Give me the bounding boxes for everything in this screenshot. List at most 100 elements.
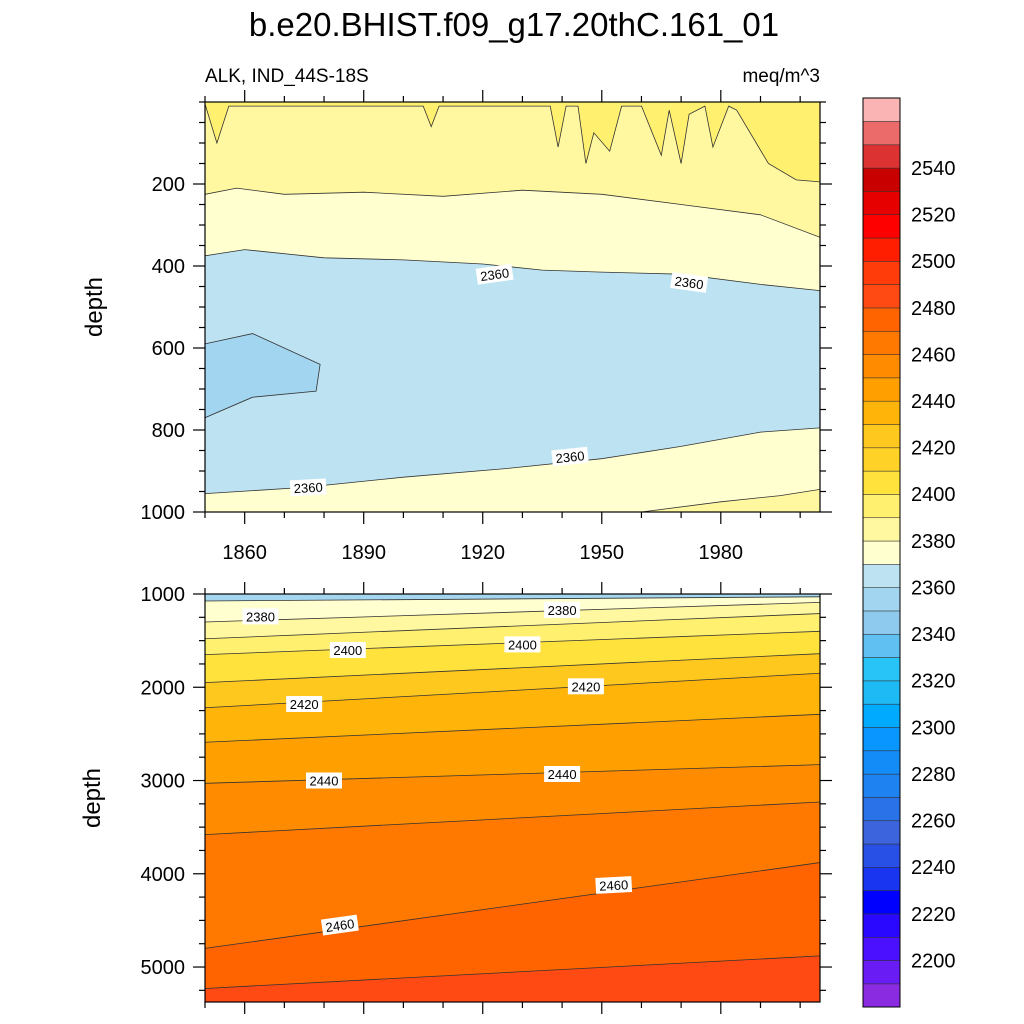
contour-label-box	[551, 446, 589, 467]
contour-label-5: 2420	[567, 678, 604, 695]
colorbar-box	[862, 493, 901, 519]
contour-label-text: 2380	[246, 609, 275, 624]
contour-label-box	[544, 601, 581, 618]
y-tick-label: 600	[152, 338, 185, 360]
colorbar-box	[862, 890, 901, 915]
contour-label-text: 2380	[548, 603, 577, 618]
colorbar-box	[862, 190, 901, 216]
colorbar-frame	[862, 97, 901, 1008]
contour-band-4	[205, 631, 820, 683]
colorbar-box	[862, 470, 901, 495]
colorbar-box	[862, 727, 901, 752]
isoline-2370-1	[205, 187, 820, 238]
colorbar-box	[862, 540, 901, 565]
isoline-2350-3	[205, 333, 321, 419]
contour-label-box	[242, 608, 279, 625]
isoline-0	[205, 596, 820, 602]
colorbar-box	[862, 796, 901, 822]
colorbar-tick-label: 2480	[911, 298, 956, 320]
isoline-1	[205, 601, 820, 623]
y-tick-label: 400	[152, 256, 185, 278]
contour-band-7	[205, 714, 820, 784]
colorbar-box	[862, 657, 901, 682]
x-tick-label: 1860	[222, 542, 267, 564]
contour-label-2: 2400	[329, 642, 366, 658]
contour-label-text: 2440	[310, 774, 339, 789]
x-tick-label: 1920	[460, 542, 505, 564]
contour-fill-2350-4	[205, 333, 321, 418]
variable-region-subtitle: ALK, IND_44S-18S	[205, 66, 369, 87]
colorbar-box	[862, 563, 901, 588]
contour-label-text: 2360	[479, 265, 510, 284]
contour-label-box	[475, 263, 514, 285]
colorbar-tick-label: 2500	[911, 251, 956, 273]
colorbar-tick-label: 2400	[911, 484, 956, 506]
colorbar-tick-label: 2420	[911, 438, 956, 460]
y-tick-label: 3000	[141, 771, 186, 793]
colorbar-tick-label: 2520	[911, 205, 956, 227]
contour-label-text: 2360	[555, 448, 585, 466]
y-tick-label: 1000	[141, 502, 186, 524]
colorbar-box	[862, 820, 901, 845]
colorbar-box	[862, 960, 901, 985]
colorbar-tick-label: 2300	[911, 717, 956, 739]
colorbar-tick-label: 2380	[911, 531, 956, 553]
contour-label-text: 2360	[293, 480, 323, 496]
contour-label-text: 2360	[674, 273, 705, 292]
contour-label-text: 2440	[548, 767, 577, 782]
upper-depth-time-panel: 2360 2360 2360 2360 200 400 600 800 1000 1860 189…	[81, 90, 832, 564]
contour-label-6: 2440	[306, 772, 342, 789]
colorbar-box	[862, 843, 901, 868]
y-tick-label: 2000	[141, 677, 186, 699]
x-tick-label: 1890	[341, 542, 386, 564]
contour-band-5	[205, 653, 820, 708]
colorbar-tick-label: 2240	[911, 857, 956, 879]
contour-label-0: 2380	[242, 608, 279, 625]
contour-band-9	[205, 801, 820, 949]
contour-label-7: 2440	[544, 766, 581, 782]
colorbar-box	[862, 866, 901, 891]
colorbar-box	[862, 354, 901, 379]
chart-title: b.e20.BHIST.f09_g17.20thC.161_01	[249, 6, 779, 43]
colorbar-box	[862, 773, 901, 798]
contour-label-9: 2460	[595, 876, 633, 894]
colorbar-box	[862, 144, 901, 169]
contour-band-10	[205, 862, 820, 989]
colorbar-box	[862, 424, 901, 449]
colorbar-box	[862, 377, 901, 402]
lower-panel-frame	[204, 593, 821, 1003]
isoline-2370-5	[641, 489, 820, 512]
x-tick-label: 1980	[699, 542, 744, 564]
contour-label-box	[329, 642, 366, 658]
colorbar-box	[862, 750, 901, 775]
isoline-2380-0	[205, 103, 820, 183]
isoline-9	[205, 862, 820, 949]
y-tick-label: 1000	[141, 584, 186, 606]
colorbar-tick-label: 2280	[911, 764, 956, 786]
contour-label-text: 2400	[333, 643, 362, 658]
colorbar-box	[862, 121, 901, 146]
contour-label-3: 2360	[289, 478, 327, 497]
colorbar-tick-label: 2440	[911, 391, 956, 413]
y-tick-label: 200	[152, 174, 185, 196]
contour-label-4: 2420	[286, 696, 323, 712]
colorbar-tick-label: 2200	[911, 950, 956, 972]
contour-band-2	[205, 602, 820, 639]
contour-label-box	[320, 914, 359, 936]
colorbar-box	[862, 260, 901, 285]
contour-label-box	[544, 766, 581, 782]
colorbar-box	[862, 610, 901, 635]
colorbar-box	[862, 97, 901, 122]
contour-label-2: 2360	[551, 446, 589, 467]
colorbar-box	[862, 703, 901, 728]
colorbar: 2200 2220 2240 2260 2280 2300 2320 2340 2360 2380…	[862, 97, 956, 1008]
contour-label-0: 2360	[475, 263, 514, 285]
colorbar-box	[862, 913, 901, 938]
lower-y-axis-label: depth	[79, 768, 106, 828]
colorbar-box	[862, 167, 901, 192]
colorbar-box	[862, 983, 901, 1008]
colorbar-box	[862, 284, 901, 309]
x-tick-label: 1950	[580, 542, 625, 564]
isoline-4	[205, 653, 820, 683]
colorbar-box	[862, 214, 901, 239]
